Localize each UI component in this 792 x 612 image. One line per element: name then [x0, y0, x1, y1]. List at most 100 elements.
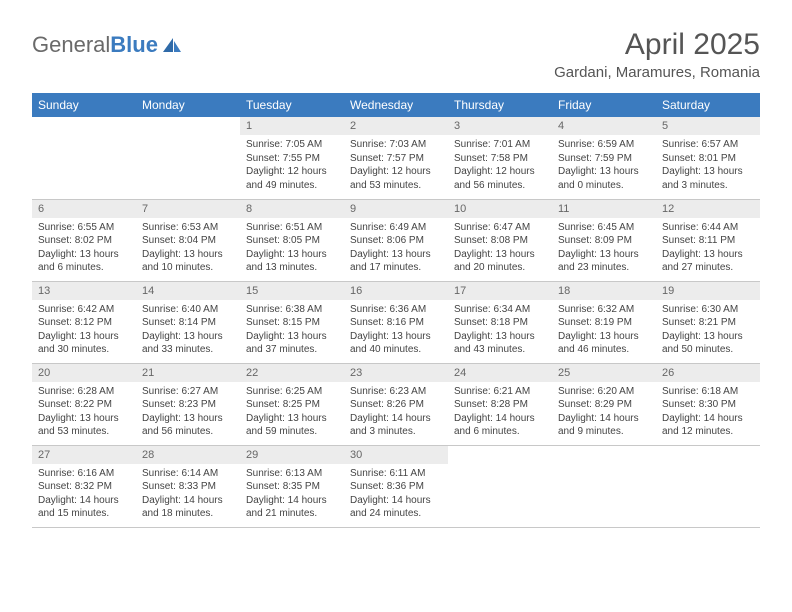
daylight-text: Daylight: 13 hours and 43 minutes.: [454, 330, 546, 357]
daylight-text: Daylight: 13 hours and 33 minutes.: [142, 330, 234, 357]
day-number: 9: [344, 200, 448, 218]
day-header: Monday: [136, 93, 240, 117]
daylight-text: Daylight: 12 hours and 49 minutes.: [246, 165, 338, 192]
sunset-text: Sunset: 7:57 PM: [350, 152, 442, 166]
day-body: Sunrise: 6:40 AMSunset: 8:14 PMDaylight:…: [136, 300, 240, 361]
day-body: Sunrise: 7:01 AMSunset: 7:58 PMDaylight:…: [448, 135, 552, 196]
calendar-cell: 17Sunrise: 6:34 AMSunset: 8:18 PMDayligh…: [448, 281, 552, 363]
day-body: Sunrise: 6:16 AMSunset: 8:32 PMDaylight:…: [32, 464, 136, 525]
calendar-cell: 20Sunrise: 6:28 AMSunset: 8:22 PMDayligh…: [32, 363, 136, 445]
sunrise-text: Sunrise: 6:36 AM: [350, 303, 442, 317]
sunset-text: Sunset: 7:59 PM: [558, 152, 650, 166]
calendar-cell: [552, 445, 656, 527]
sunrise-text: Sunrise: 6:40 AM: [142, 303, 234, 317]
daylight-text: Daylight: 13 hours and 0 minutes.: [558, 165, 650, 192]
day-body: Sunrise: 6:49 AMSunset: 8:06 PMDaylight:…: [344, 218, 448, 279]
sunset-text: Sunset: 8:21 PM: [662, 316, 754, 330]
day-number: 21: [136, 364, 240, 382]
day-number: [32, 117, 136, 123]
daylight-text: Daylight: 13 hours and 30 minutes.: [38, 330, 130, 357]
sunset-text: Sunset: 8:26 PM: [350, 398, 442, 412]
sunrise-text: Sunrise: 6:44 AM: [662, 221, 754, 235]
sunrise-text: Sunrise: 6:18 AM: [662, 385, 754, 399]
sunrise-text: Sunrise: 6:11 AM: [350, 467, 442, 481]
calendar-cell: 14Sunrise: 6:40 AMSunset: 8:14 PMDayligh…: [136, 281, 240, 363]
calendar-cell: 7Sunrise: 6:53 AMSunset: 8:04 PMDaylight…: [136, 199, 240, 281]
sunset-text: Sunset: 8:35 PM: [246, 480, 338, 494]
daylight-text: Daylight: 13 hours and 59 minutes.: [246, 412, 338, 439]
logo-word-gray: General: [32, 32, 110, 57]
day-body: Sunrise: 6:45 AMSunset: 8:09 PMDaylight:…: [552, 218, 656, 279]
daylight-text: Daylight: 12 hours and 56 minutes.: [454, 165, 546, 192]
day-number: 18: [552, 282, 656, 300]
day-body: Sunrise: 6:57 AMSunset: 8:01 PMDaylight:…: [656, 135, 760, 196]
calendar-body: 1Sunrise: 7:05 AMSunset: 7:55 PMDaylight…: [32, 117, 760, 527]
calendar-cell: 8Sunrise: 6:51 AMSunset: 8:05 PMDaylight…: [240, 199, 344, 281]
day-header: Friday: [552, 93, 656, 117]
sunrise-text: Sunrise: 6:27 AM: [142, 385, 234, 399]
sunrise-text: Sunrise: 6:23 AM: [350, 385, 442, 399]
sunset-text: Sunset: 8:01 PM: [662, 152, 754, 166]
day-number: 10: [448, 200, 552, 218]
daylight-text: Daylight: 12 hours and 53 minutes.: [350, 165, 442, 192]
logo-text: GeneralBlue: [32, 32, 158, 58]
calendar-week: 1Sunrise: 7:05 AMSunset: 7:55 PMDaylight…: [32, 117, 760, 199]
day-number: 23: [344, 364, 448, 382]
day-number: 26: [656, 364, 760, 382]
day-body: Sunrise: 6:20 AMSunset: 8:29 PMDaylight:…: [552, 382, 656, 443]
daylight-text: Daylight: 13 hours and 20 minutes.: [454, 248, 546, 275]
calendar-cell: [136, 117, 240, 199]
calendar-cell: [656, 445, 760, 527]
sunset-text: Sunset: 7:55 PM: [246, 152, 338, 166]
daylight-text: Daylight: 14 hours and 24 minutes.: [350, 494, 442, 521]
day-header-row: SundayMondayTuesdayWednesdayThursdayFrid…: [32, 93, 760, 117]
calendar-cell: 26Sunrise: 6:18 AMSunset: 8:30 PMDayligh…: [656, 363, 760, 445]
sunset-text: Sunset: 8:18 PM: [454, 316, 546, 330]
sunset-text: Sunset: 8:15 PM: [246, 316, 338, 330]
daylight-text: Daylight: 14 hours and 6 minutes.: [454, 412, 546, 439]
day-number: 30: [344, 446, 448, 464]
daylight-text: Daylight: 13 hours and 53 minutes.: [38, 412, 130, 439]
calendar-cell: 12Sunrise: 6:44 AMSunset: 8:11 PMDayligh…: [656, 199, 760, 281]
calendar-cell: 23Sunrise: 6:23 AMSunset: 8:26 PMDayligh…: [344, 363, 448, 445]
day-body: Sunrise: 6:27 AMSunset: 8:23 PMDaylight:…: [136, 382, 240, 443]
calendar-cell: [32, 117, 136, 199]
sunset-text: Sunset: 8:23 PM: [142, 398, 234, 412]
calendar-cell: 9Sunrise: 6:49 AMSunset: 8:06 PMDaylight…: [344, 199, 448, 281]
day-body: Sunrise: 6:18 AMSunset: 8:30 PMDaylight:…: [656, 382, 760, 443]
sunrise-text: Sunrise: 6:53 AM: [142, 221, 234, 235]
calendar-cell: 18Sunrise: 6:32 AMSunset: 8:19 PMDayligh…: [552, 281, 656, 363]
day-number: [448, 446, 552, 452]
day-number: 28: [136, 446, 240, 464]
sunrise-text: Sunrise: 7:05 AM: [246, 138, 338, 152]
sunrise-text: Sunrise: 6:30 AM: [662, 303, 754, 317]
calendar-week: 27Sunrise: 6:16 AMSunset: 8:32 PMDayligh…: [32, 445, 760, 527]
calendar-cell: 22Sunrise: 6:25 AMSunset: 8:25 PMDayligh…: [240, 363, 344, 445]
month-title: April 2025: [554, 28, 760, 62]
sunset-text: Sunset: 8:02 PM: [38, 234, 130, 248]
sunset-text: Sunset: 8:16 PM: [350, 316, 442, 330]
sunset-text: Sunset: 8:19 PM: [558, 316, 650, 330]
day-number: 4: [552, 117, 656, 135]
day-body: Sunrise: 6:25 AMSunset: 8:25 PMDaylight:…: [240, 382, 344, 443]
day-header: Saturday: [656, 93, 760, 117]
daylight-text: Daylight: 14 hours and 18 minutes.: [142, 494, 234, 521]
day-header: Wednesday: [344, 93, 448, 117]
daylight-text: Daylight: 13 hours and 50 minutes.: [662, 330, 754, 357]
daylight-text: Daylight: 14 hours and 15 minutes.: [38, 494, 130, 521]
daylight-text: Daylight: 13 hours and 27 minutes.: [662, 248, 754, 275]
day-body: Sunrise: 6:13 AMSunset: 8:35 PMDaylight:…: [240, 464, 344, 525]
sunrise-text: Sunrise: 6:45 AM: [558, 221, 650, 235]
calendar-cell: 19Sunrise: 6:30 AMSunset: 8:21 PMDayligh…: [656, 281, 760, 363]
daylight-text: Daylight: 13 hours and 37 minutes.: [246, 330, 338, 357]
day-number: 17: [448, 282, 552, 300]
calendar-week: 20Sunrise: 6:28 AMSunset: 8:22 PMDayligh…: [32, 363, 760, 445]
daylight-text: Daylight: 14 hours and 21 minutes.: [246, 494, 338, 521]
sunset-text: Sunset: 8:12 PM: [38, 316, 130, 330]
day-number: 3: [448, 117, 552, 135]
sunrise-text: Sunrise: 6:13 AM: [246, 467, 338, 481]
day-body: Sunrise: 6:38 AMSunset: 8:15 PMDaylight:…: [240, 300, 344, 361]
calendar-cell: 25Sunrise: 6:20 AMSunset: 8:29 PMDayligh…: [552, 363, 656, 445]
calendar-head: SundayMondayTuesdayWednesdayThursdayFrid…: [32, 93, 760, 117]
sunset-text: Sunset: 7:58 PM: [454, 152, 546, 166]
